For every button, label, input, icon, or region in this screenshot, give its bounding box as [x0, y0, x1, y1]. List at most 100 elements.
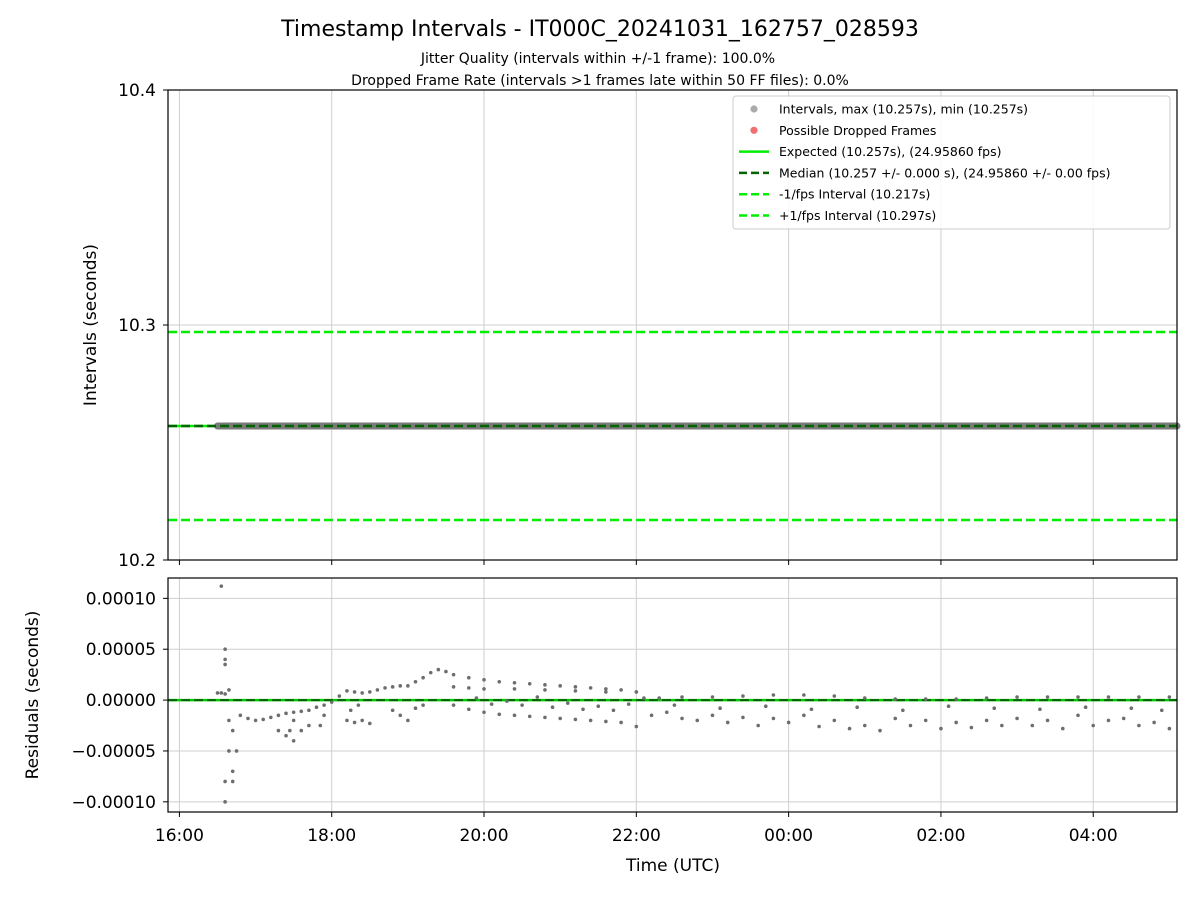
- residual-point: [1167, 726, 1172, 731]
- residual-point: [771, 693, 776, 697]
- intervals-y-tick-label: 10.3: [118, 316, 156, 336]
- residual-point: [413, 679, 418, 684]
- residual-point: [314, 705, 319, 710]
- residual-point: [543, 715, 547, 720]
- residual-point: [802, 693, 806, 697]
- residual-point: [234, 749, 239, 753]
- residual-point: [1015, 695, 1019, 699]
- residual-point: [1000, 723, 1004, 728]
- chart-subtitle-jitter: Jitter Quality (intervals within +/-1 fr…: [420, 51, 775, 67]
- residual-point: [318, 723, 323, 728]
- residual-point: [219, 691, 224, 695]
- residual-point: [337, 694, 342, 698]
- residual-point: [626, 702, 631, 706]
- legend: Intervals, max (10.257s), min (10.257s) P…: [732, 95, 1171, 230]
- residual-point: [588, 686, 593, 690]
- residual-point: [1038, 707, 1042, 712]
- x-tick-label: 20:00: [460, 826, 509, 846]
- residual-point: [1167, 695, 1172, 699]
- residual-point: [527, 714, 532, 719]
- residual-point: [299, 709, 304, 714]
- residual-point: [368, 721, 372, 726]
- residual-point: [535, 695, 540, 699]
- residual-point: [261, 717, 265, 722]
- residual-point: [375, 688, 380, 692]
- residual-point: [444, 669, 448, 674]
- residual-point: [710, 695, 715, 699]
- residual-point: [680, 716, 684, 721]
- residual-point: [322, 713, 326, 718]
- x-tick-label: 22:00: [612, 826, 661, 846]
- residual-point: [992, 706, 997, 711]
- residual-point: [288, 728, 292, 733]
- residual-point: [466, 686, 471, 690]
- residual-point: [604, 690, 608, 694]
- residual-point: [307, 708, 311, 713]
- residual-point: [512, 713, 517, 718]
- legend-entry-label: Possible Dropped Frames: [779, 123, 936, 138]
- residual-point: [276, 728, 281, 733]
- residual-point: [642, 696, 646, 700]
- residual-point: [284, 733, 288, 738]
- residual-point: [406, 718, 410, 723]
- legend-entry-label: -1/fps Interval (10.217s): [779, 187, 930, 202]
- residual-point: [619, 688, 623, 692]
- residual-point: [227, 718, 231, 723]
- residual-point: [1045, 695, 1050, 699]
- residual-point: [436, 667, 441, 672]
- residuals-axes-frame: [167, 577, 1178, 813]
- chart-subtitle-dropped: Dropped Frame Rate (intervals >1 frames …: [351, 73, 849, 89]
- residual-point: [725, 720, 730, 725]
- residuals-y-tick-label: 0.00010: [86, 589, 156, 609]
- residual-point: [307, 723, 311, 728]
- residuals-y-tick-label: −0.00010: [71, 793, 156, 813]
- residual-point: [1045, 718, 1050, 723]
- intervals-x-tickmarks: [178, 560, 1094, 565]
- residual-point: [984, 718, 989, 723]
- residual-point: [227, 688, 231, 692]
- residual-point: [878, 728, 882, 733]
- residual-point: [512, 680, 517, 685]
- residual-point: [398, 684, 403, 688]
- residual-point: [1137, 695, 1141, 699]
- legend-entry-label: +1/fps Interval (10.297s): [779, 208, 936, 223]
- residual-point: [451, 672, 456, 677]
- chart-title: Timestamp Intervals - IT000C_20241031_16…: [280, 17, 919, 42]
- residual-point: [954, 697, 958, 701]
- residual-point: [543, 688, 547, 692]
- residual-point: [619, 720, 623, 725]
- residual-point: [238, 713, 243, 718]
- residual-point: [1083, 705, 1088, 710]
- residual-point: [802, 713, 806, 718]
- residual-point: [345, 689, 349, 693]
- residual-point: [428, 670, 433, 675]
- residual-point: [1121, 716, 1126, 721]
- residual-point: [657, 696, 661, 700]
- residual-point: [1060, 726, 1065, 731]
- residual-point: [421, 675, 425, 680]
- residual-point: [230, 769, 235, 774]
- residual-point: [223, 662, 227, 667]
- residual-point: [1152, 720, 1156, 725]
- residual-point: [474, 696, 479, 700]
- residual-point: [421, 703, 425, 707]
- residual-point: [710, 713, 715, 718]
- residuals-grid: [168, 578, 1177, 812]
- residual-point: [946, 704, 951, 708]
- x-tick-label: 16:00: [155, 826, 204, 846]
- residuals-y-tick-label: 0.00000: [86, 691, 156, 711]
- residual-point: [1137, 723, 1141, 728]
- residual-point: [390, 708, 395, 713]
- residual-point: [246, 716, 250, 721]
- x-tick-label: 04:00: [1069, 826, 1118, 846]
- residual-point: [466, 707, 471, 712]
- residual-point: [1076, 695, 1080, 699]
- residual-point: [558, 684, 562, 688]
- residual-point: [230, 728, 235, 733]
- residual-point: [649, 713, 654, 718]
- residual-point: [581, 707, 585, 712]
- residual-point: [466, 675, 471, 680]
- legend-marker-dot: [750, 105, 758, 113]
- residual-point: [230, 779, 235, 784]
